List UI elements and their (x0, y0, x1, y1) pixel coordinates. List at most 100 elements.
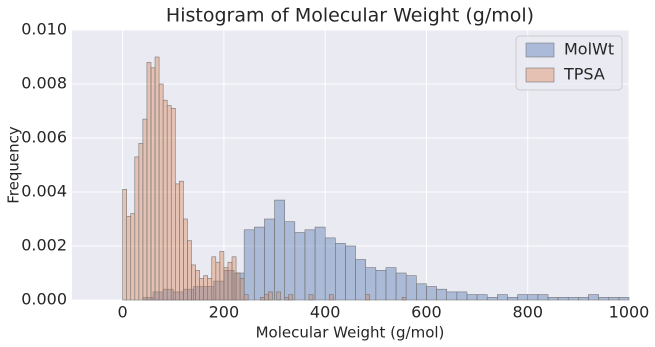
histogram-bar (446, 291, 458, 301)
histogram-bar (187, 240, 192, 301)
x-tick-label: 400 (310, 303, 341, 322)
histogram-bar (264, 294, 269, 301)
legend-label: TPSA (563, 65, 605, 84)
histogram-bar (308, 294, 314, 301)
histogram-bar (260, 296, 265, 301)
histogram-bar (416, 283, 427, 301)
histogram-bar (395, 272, 407, 301)
histogram-bar (497, 294, 508, 301)
histogram-bar (166, 105, 172, 301)
x-axis-label: Molecular Weight (g/mol) (256, 324, 445, 342)
chart-title: Histogram of Molecular Weight (g/mol) (166, 5, 534, 27)
y-tick-label: 0.004 (21, 182, 67, 201)
histogram-bar (134, 156, 140, 301)
histogram-bar (401, 296, 407, 301)
x-tick-label: 200 (209, 303, 240, 322)
histogram-bar (174, 183, 180, 301)
histogram-bar (466, 294, 478, 301)
histogram-bar (486, 296, 498, 301)
histogram-bar (268, 291, 273, 301)
histogram-bar (122, 189, 127, 301)
histogram-bar (517, 294, 529, 301)
histogram-bar (527, 294, 539, 301)
x-tick-label: 1000 (609, 303, 650, 322)
histogram-bar (264, 218, 275, 301)
histogram-bar (436, 288, 448, 301)
histogram-bar (162, 99, 168, 301)
legend: MolWt TPSA (515, 35, 623, 91)
histogram-bar (203, 275, 209, 301)
histogram-bar (375, 269, 387, 301)
x-tick-label: 0 (118, 303, 128, 322)
histogram-bar (567, 296, 579, 301)
histogram-bar (274, 199, 285, 301)
histogram-bar (284, 221, 296, 301)
histogram-bar (284, 296, 290, 301)
histogram-bar (324, 237, 336, 301)
histogram-bar (537, 294, 549, 301)
histogram-bar (158, 83, 164, 301)
histogram-bar (618, 296, 630, 301)
histogram-bar (608, 296, 620, 301)
histogram-bar (335, 243, 346, 301)
histogram-bar (365, 294, 371, 301)
legend-label: MolWt (564, 40, 614, 59)
x-tick-label: 800 (512, 303, 543, 322)
histogram-bar (578, 296, 589, 301)
histogram-bar (456, 291, 468, 301)
histogram-bar (288, 294, 294, 301)
histogram-bar (328, 294, 334, 301)
y-tick-label: 0.010 (21, 20, 67, 39)
histogram-bar (253, 226, 265, 301)
histogram-bar (199, 278, 204, 301)
histogram-bar (239, 278, 245, 301)
y-axis-label: Frequency (5, 126, 23, 204)
histogram-bar (126, 216, 132, 301)
histogram-bar (507, 296, 518, 301)
histogram-bar (223, 267, 229, 301)
histogram-bar (476, 294, 488, 301)
histogram-bar (405, 275, 417, 301)
y-tick-label: 0.002 (21, 236, 67, 255)
legend-swatch (525, 42, 555, 58)
histogram-bar (345, 245, 356, 301)
histogram-bar (355, 259, 366, 301)
histogram-bar (304, 229, 316, 301)
histogram-bar (195, 269, 200, 301)
histogram-bar (183, 218, 188, 301)
histogram-bar (179, 180, 184, 301)
histogram-bar (227, 261, 233, 301)
histogram-bar (243, 294, 249, 301)
histogram-bar (557, 296, 569, 301)
histogram-bar (231, 256, 237, 301)
histogram-bar (142, 118, 148, 301)
histogram-bar (243, 229, 255, 301)
legend-swatch (525, 67, 555, 83)
histogram-bar (215, 261, 221, 301)
y-tick-label: 0.000 (21, 290, 67, 309)
histogram-bar (170, 108, 176, 301)
legend-box (515, 35, 623, 91)
histogram-bar (146, 62, 152, 301)
bars (122, 56, 630, 301)
histogram-bar (191, 264, 196, 301)
histogram-bar (154, 56, 160, 301)
histogram-bar (426, 286, 437, 301)
histogram-bar (207, 278, 213, 301)
y-tick-label: 0.008 (21, 74, 67, 93)
histogram-bar (547, 296, 559, 301)
histogram-bar (138, 143, 144, 301)
histogram-bar (211, 256, 217, 301)
histogram-bar (150, 67, 156, 301)
histogram-bar (294, 232, 306, 301)
y-tick-label: 0.006 (21, 128, 67, 147)
histogram-bar (130, 213, 136, 301)
histogram-bar (314, 226, 326, 301)
histogram-bar (598, 296, 610, 301)
histogram-bar (385, 267, 397, 301)
histogram-bar (276, 291, 281, 301)
histogram-bar (588, 294, 599, 301)
x-tick-label: 600 (411, 303, 442, 322)
